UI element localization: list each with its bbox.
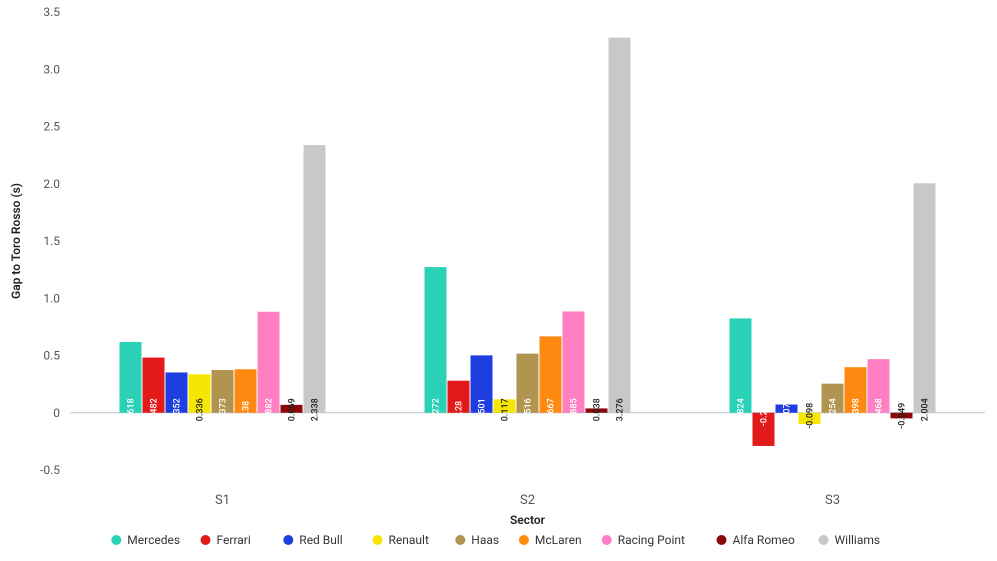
bar-value-label: 3.276: [616, 398, 626, 421]
bar-value-label: 1.272: [432, 398, 442, 421]
legend-marker: [717, 535, 727, 545]
legend-label: McLaren: [535, 533, 582, 547]
y-tick-label: 3.0: [43, 62, 60, 76]
bar-value-label: 0.501: [478, 398, 488, 421]
bar-racing-point: [563, 311, 585, 412]
bar-value-label: 0.38: [242, 401, 252, 419]
legend-marker: [602, 535, 612, 545]
y-tick-label: 0: [53, 406, 60, 420]
bar-value-label: -0.29: [760, 405, 770, 426]
bar-value-label: 2.004: [921, 398, 931, 421]
y-tick-label: 2.5: [43, 120, 60, 134]
bar-racing-point: [258, 312, 280, 413]
bar-value-label: 0.038: [593, 398, 603, 421]
bar-value-label: 0.882: [265, 398, 275, 421]
bar-value-label: 0.885: [570, 398, 580, 421]
bar-williams: [914, 183, 936, 412]
bar-value-label: -0.049: [898, 403, 908, 429]
bar-value-label: -0.098: [806, 403, 816, 429]
y-tick-label: 1.5: [43, 234, 60, 248]
bar-value-label: 0.28: [455, 401, 465, 419]
bar-value-label: 0.516: [524, 398, 534, 421]
chart-svg: -0.5 0 0.5 1.0 1.5 2.0 2.5 3.0 3.5 Gap to Toro Ro…: [0, 0, 997, 561]
bar-value-label: 0.072: [783, 398, 793, 421]
legend-marker: [455, 535, 465, 545]
y-tick-label: 3.5: [43, 5, 60, 19]
legend-marker: [519, 535, 529, 545]
legend-label: Renault: [389, 533, 429, 547]
bar-williams: [609, 38, 631, 413]
x-axis-title: Sector: [510, 513, 546, 527]
bar-value-label: 0.468: [875, 398, 885, 421]
bar-value-label: 0.618: [127, 398, 137, 421]
bar-value-label: 0.373: [219, 398, 229, 421]
bar-value-label: 0.667: [547, 398, 557, 421]
y-axis-title: Gap to Toro Rosso (s): [9, 183, 23, 299]
legend-label: Ferrari: [217, 533, 251, 547]
legend-marker: [819, 535, 829, 545]
y-tick-label: 1.0: [43, 291, 60, 305]
bar-mercedes: [425, 267, 447, 413]
bar-value-label: 0.398: [852, 398, 862, 421]
y-tick-label: -0.5: [40, 463, 60, 477]
legend-marker: [111, 535, 121, 545]
legend-marker: [201, 535, 211, 545]
bar-value-label: 0.254: [829, 398, 839, 421]
legend-label: Red Bull: [299, 533, 342, 547]
legend-label: Alfa Romeo: [733, 533, 796, 547]
legend-label: Racing Point: [618, 533, 685, 547]
y-tick-label: 2.0: [43, 177, 60, 191]
bar-value-label: 2.338: [311, 398, 321, 421]
bar-value-label: 0.069: [288, 398, 298, 421]
bar-williams: [304, 145, 326, 413]
bar-value-label: 0.824: [737, 398, 747, 421]
legend-label: Mercedes: [127, 533, 180, 547]
chart-container: -0.5 0 0.5 1.0 1.5 2.0 2.5 3.0 3.5 Gap to Toro Ro…: [0, 0, 997, 561]
legend-marker: [373, 535, 383, 545]
y-tick-label: 0.5: [43, 349, 60, 363]
bar-value-label: 0.117: [501, 398, 511, 421]
bar-value-label: 0.482: [150, 398, 160, 421]
x-category-label: S3: [825, 493, 840, 508]
bar-value-label: 0.352: [173, 398, 183, 421]
legend-marker: [283, 535, 293, 545]
legend-label: Haas: [471, 533, 499, 547]
x-category-label: S2: [520, 493, 535, 508]
bar-value-label: 0.336: [196, 398, 206, 421]
x-category-label: S1: [215, 493, 230, 508]
legend-label: Williams: [835, 533, 881, 547]
